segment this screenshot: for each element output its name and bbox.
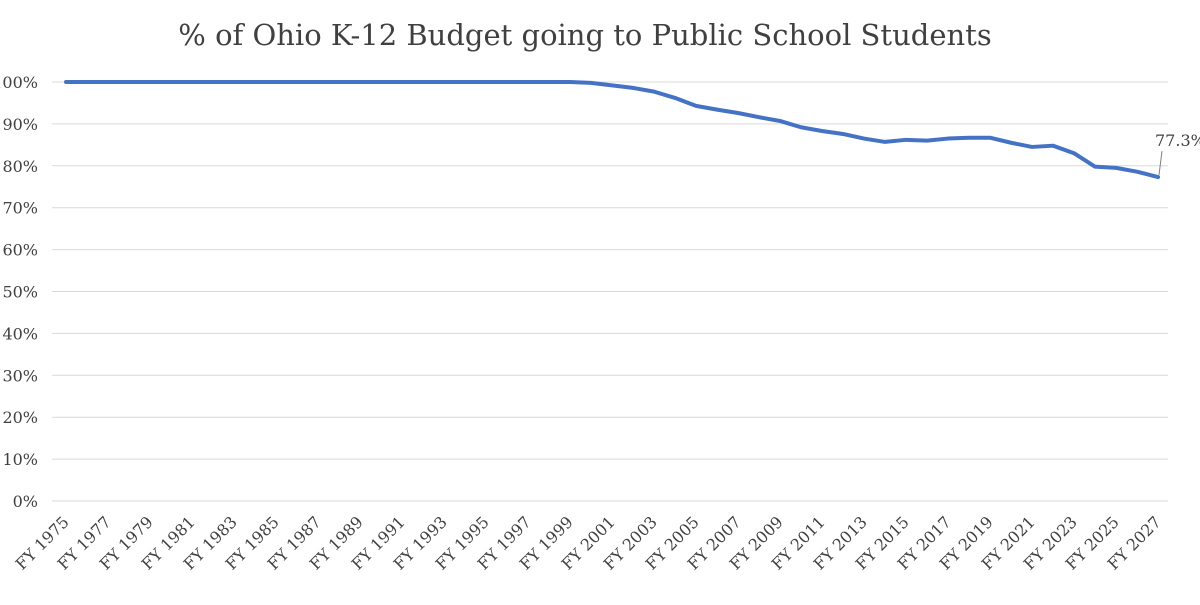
y-tick-label: 80% [2, 157, 38, 176]
y-tick-label: 100% [0, 73, 38, 92]
y-tick-label: 10% [2, 450, 38, 469]
y-tick-label: 70% [2, 199, 38, 218]
y-tick-label: 50% [2, 283, 38, 302]
y-tick-label: 30% [2, 366, 38, 385]
chart-title: % of Ohio K-12 Budget going to Public Sc… [178, 18, 992, 52]
series-line [64, 80, 1160, 180]
y-tick-label: 60% [2, 241, 38, 260]
data-label-leader [1158, 151, 1163, 176]
y-tick-label: 20% [2, 408, 38, 427]
y-tick-label: 90% [2, 115, 38, 134]
data-label: 77.3% [1155, 131, 1200, 150]
y-tick-label: 40% [2, 324, 38, 343]
y-tick-label: 0% [13, 492, 38, 511]
